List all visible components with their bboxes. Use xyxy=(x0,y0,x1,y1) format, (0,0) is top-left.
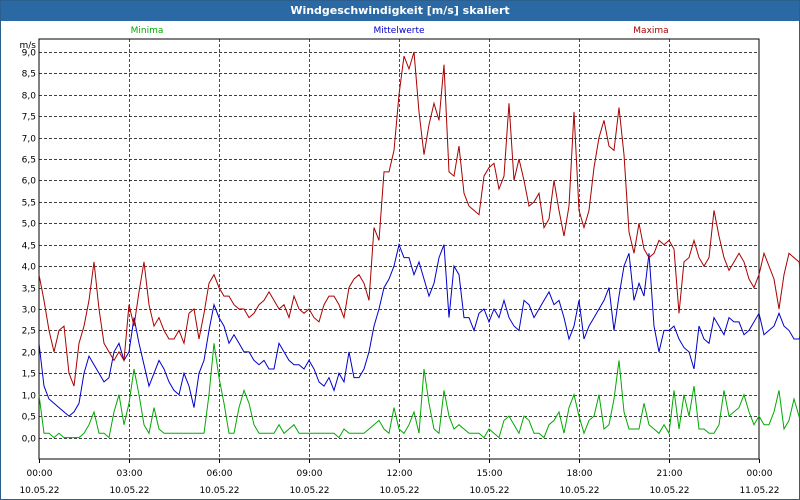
legend-minima: Minima xyxy=(131,26,164,36)
x-tick-date: 10.05.22 xyxy=(559,486,599,496)
y-tick-label: 4,0 xyxy=(22,263,37,273)
y-tick-label: 7,5 xyxy=(22,113,36,123)
y-tick-label: 7,0 xyxy=(22,135,37,145)
y-tick-label: 4,5 xyxy=(22,242,36,252)
y-tick-label: 2,5 xyxy=(22,327,36,337)
x-tick-time: 03:00 xyxy=(117,469,143,479)
y-tick-label: 3,0 xyxy=(22,306,37,316)
y-tick-label: 2,0 xyxy=(22,349,37,359)
series-line-mittelwerte xyxy=(38,243,800,417)
y-tick-label: 5,5 xyxy=(22,199,36,209)
y-tick-label: 9,0 xyxy=(22,49,37,59)
y-tick-label: 5,0 xyxy=(22,220,37,230)
x-tick-time: 12:00 xyxy=(387,469,413,479)
x-tick-date: 10.05.22 xyxy=(19,486,59,496)
x-tick-date: 10.05.22 xyxy=(109,486,149,496)
x-tick-date: 10.05.22 xyxy=(199,486,239,496)
grid xyxy=(39,39,760,463)
y-tick-label: 0,0 xyxy=(22,435,37,445)
x-tick-date: 11.05.22 xyxy=(739,486,779,496)
legend-maxima: Maxima xyxy=(633,26,668,36)
y-axis-label: m/s xyxy=(20,41,37,51)
legend-mittelwerte: Mittelwerte xyxy=(373,26,424,36)
x-tick-date: 10.05.22 xyxy=(469,486,509,496)
window-title: Windgeschwindigkeit [m/s] skaliert xyxy=(1,1,799,21)
y-tick-label: 3,5 xyxy=(22,285,36,295)
series-line-maxima xyxy=(38,51,800,387)
x-tick-time: 21:00 xyxy=(657,469,683,479)
x-tick-time: 18:00 xyxy=(567,469,593,479)
plot-area xyxy=(38,38,760,460)
y-tick-label: 8,0 xyxy=(22,92,37,102)
y-tick-label: 1,0 xyxy=(22,392,37,402)
series-lines xyxy=(38,51,800,439)
x-tick-date: 10.05.22 xyxy=(289,486,329,496)
x-tick-time: 15:00 xyxy=(477,469,503,479)
x-tick-date: 10.05.22 xyxy=(649,486,689,496)
x-tick-time: 06:00 xyxy=(207,469,233,479)
x-tick-time: 09:00 xyxy=(297,469,323,479)
axis-labels: 0,0 0,5 1,0 1,5 2,0 2,5 3,0 3,5 4,0 4,5 5,0 5,5 6,0 6… xyxy=(19,26,779,496)
y-tick-label: 1,5 xyxy=(22,370,36,380)
y-tick-label: 8,5 xyxy=(22,70,36,80)
x-tick-time: 00:00 xyxy=(27,469,53,479)
y-tick-label: 6,0 xyxy=(22,177,37,187)
y-tick-label: 6,5 xyxy=(22,156,36,166)
x-tick-time: 00:00 xyxy=(747,469,773,479)
y-tick-label: 0,5 xyxy=(22,413,36,423)
x-tick-date: 10.05.22 xyxy=(379,486,419,496)
series-line-minima xyxy=(38,343,800,439)
